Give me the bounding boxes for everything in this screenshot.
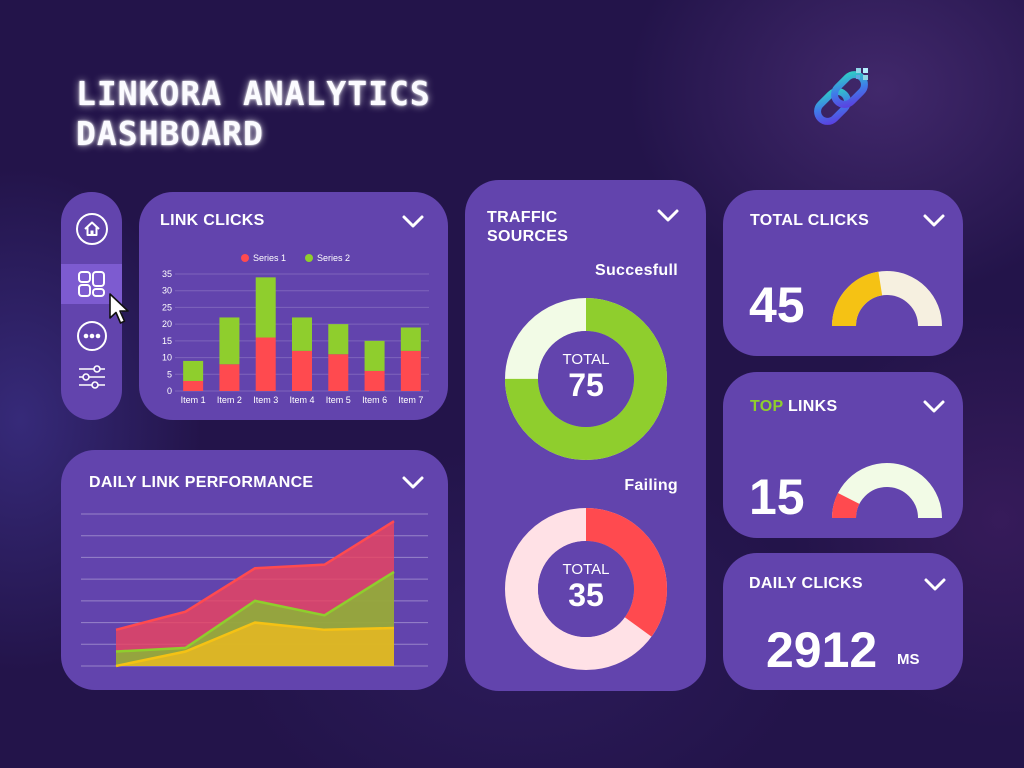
title-line-2: DASHBOARD [76,114,264,153]
donut-total-label: TOTAL [563,351,610,368]
donut-value-arc [505,298,667,460]
bar-2 [292,317,312,351]
donut-total-label: TOTAL [563,561,610,578]
x-tick-label: Item 2 [217,395,242,405]
title-line-1: LINKORA ANALYTICS [76,74,431,113]
bar-1 [183,380,204,391]
gauge-value-arc [832,271,883,327]
area-series-3 [116,622,394,666]
chevron-down-icon[interactable] [922,213,946,229]
gauge-track [832,463,942,519]
bar-1 [400,350,421,391]
x-tick-label: Item 6 [362,395,387,405]
top-links-title: TOP LINKS [750,398,837,416]
x-tick-label: Item 4 [289,395,314,405]
bar-1 [255,337,276,391]
total-clicks-gauge [832,271,942,327]
daily-performance-title: DAILY LINK PERFORMANCE [89,474,314,491]
y-tick-label: 30 [162,286,172,296]
link-clicks-card: LINK CLICKS 0 5 10 15 20 25 30 35 Item 1 Item 2 It… [139,192,448,420]
top-links-title-highlight: TOP [750,398,784,415]
top-links-gauge [832,463,942,519]
home-icon [75,213,108,245]
sliders-icon [78,365,105,389]
bar-1 [364,370,385,391]
page-title: LINKORA ANALYTICS DASHBOARD [76,74,431,154]
y-tick-label: 25 [162,302,172,312]
bar-2 [219,317,240,365]
link-clicks-chart: 0 5 10 15 20 25 30 35 Item 1 Item 2 Item 3 Item 4 It… [162,253,429,405]
sidebar-item-home[interactable] [61,209,122,249]
bar-2 [364,340,385,371]
traffic-sources-card: TRAFFIC SOURCES Succesfull TOTAL 75 Faili… [465,180,706,691]
legend-label: Series 1 [253,253,286,263]
daily-clicks-unit: MS [897,651,920,668]
area-series-2-line [115,570,395,653]
area-series-3-line [115,621,395,668]
top-links-title-rest: LINKS [783,398,838,415]
y-tick-label: 15 [162,336,172,346]
daily-clicks-card: DAILY CLICKS 2912 MS [723,553,963,690]
legend-marker [241,254,249,262]
bar-1 [328,354,349,391]
bar-1 [292,350,312,391]
more-dots-icon [76,321,107,351]
top-links-value: 15 [749,469,805,525]
traffic-title-line-1: TRAFFIC [487,209,558,226]
mouse-pointer-icon [109,293,129,324]
sidebar-item-dashboard[interactable] [61,264,122,304]
failing-label: Failing [624,477,678,494]
y-tick-label: 35 [162,269,172,279]
x-tick-label: Item 7 [398,395,423,405]
bar-2 [400,327,421,351]
link-clicks-title: LINK CLICKS [160,212,265,229]
legend-label: Series 2 [317,253,350,263]
daily-performance-card: DAILY LINK PERFORMANCE [61,450,448,690]
sidebar-item-settings[interactable] [61,357,122,397]
bar-2 [183,360,204,381]
dashboard-grid-icon [77,271,105,297]
area-series-1-line [115,520,395,632]
donut-total-value: 75 [568,367,604,403]
daily-clicks-title: DAILY CLICKS [749,575,863,592]
x-tick-label: Item 3 [253,395,278,405]
donut-value-arc [505,508,667,670]
gauge-value-arc [832,493,860,519]
traffic-title-line-2: SOURCES [487,228,569,245]
chain-link-logo-icon [814,68,868,125]
top-links-card: TOP LINKS 15 [723,372,963,538]
success-label: Succesfull [594,262,678,279]
legend-marker [305,254,313,262]
bar-1 [219,364,240,391]
total-clicks-title: TOTAL CLICKS [750,212,870,229]
traffic-sources-title: TRAFFIC SOURCES [487,208,568,246]
total-clicks-value: 45 [749,277,805,333]
donut-hole [538,541,634,637]
sidebar-item-more[interactable] [61,316,122,356]
chevron-down-icon[interactable] [923,577,947,593]
x-tick-label: Item 1 [181,395,206,405]
y-tick-label: 0 [167,386,172,396]
donut-total-value: 35 [568,577,604,613]
daily-clicks-value: 2912 [766,622,878,678]
daily-performance-chart [81,513,428,668]
y-tick-label: 10 [162,353,172,363]
y-tick-label: 20 [162,319,172,329]
y-tick-label: 5 [167,369,172,379]
chevron-down-icon[interactable] [922,399,946,415]
x-tick-label: Item 5 [326,395,351,405]
bar-2 [328,324,349,355]
chevron-down-icon[interactable] [401,214,425,230]
donut-hole [538,331,634,427]
chevron-down-icon[interactable] [656,208,680,224]
chevron-down-icon[interactable] [401,475,425,491]
total-clicks-card: TOTAL CLICKS 45 [723,190,963,356]
bar-2 [255,277,276,338]
